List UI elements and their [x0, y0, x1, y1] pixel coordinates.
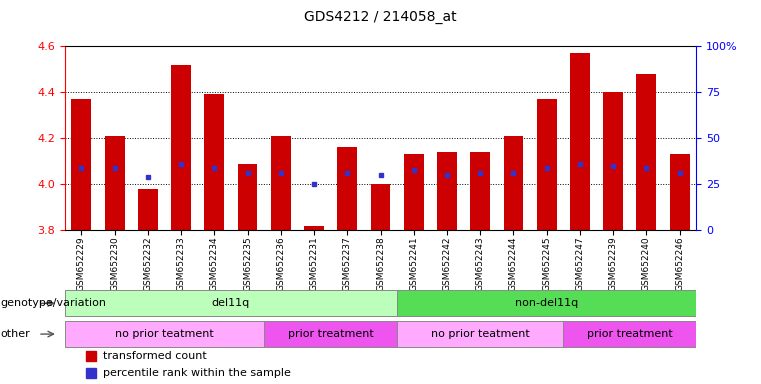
Text: GDS4212 / 214058_at: GDS4212 / 214058_at: [304, 10, 457, 23]
Text: del11q: del11q: [212, 298, 250, 308]
Bar: [72, 99, 91, 230]
Bar: [537, 99, 557, 230]
Bar: [138, 189, 158, 230]
Bar: [65, 321, 264, 347]
Bar: [337, 147, 357, 230]
Text: prior treatment: prior treatment: [587, 329, 673, 339]
Bar: [563, 321, 696, 347]
Bar: [603, 92, 623, 230]
Bar: [371, 184, 390, 230]
Bar: [264, 321, 397, 347]
Bar: [670, 154, 689, 230]
Bar: [271, 136, 291, 230]
Bar: [397, 290, 696, 316]
Text: prior treatment: prior treatment: [288, 329, 374, 339]
Bar: [636, 74, 657, 230]
Text: transformed count: transformed count: [103, 351, 206, 361]
Bar: [65, 290, 397, 316]
Bar: [570, 53, 590, 230]
Bar: [104, 136, 125, 230]
Text: other: other: [0, 329, 30, 339]
Text: non-del11q: non-del11q: [515, 298, 578, 308]
Bar: [171, 65, 191, 230]
Bar: [237, 164, 257, 230]
Bar: [404, 154, 424, 230]
Bar: [504, 136, 524, 230]
Text: no prior teatment: no prior teatment: [431, 329, 530, 339]
Text: no prior teatment: no prior teatment: [115, 329, 214, 339]
Text: percentile rank within the sample: percentile rank within the sample: [103, 368, 291, 378]
Bar: [204, 94, 224, 230]
Bar: [304, 226, 324, 230]
Bar: [397, 321, 563, 347]
Bar: [437, 152, 457, 230]
Bar: [470, 152, 490, 230]
Text: genotype/variation: genotype/variation: [0, 298, 106, 308]
